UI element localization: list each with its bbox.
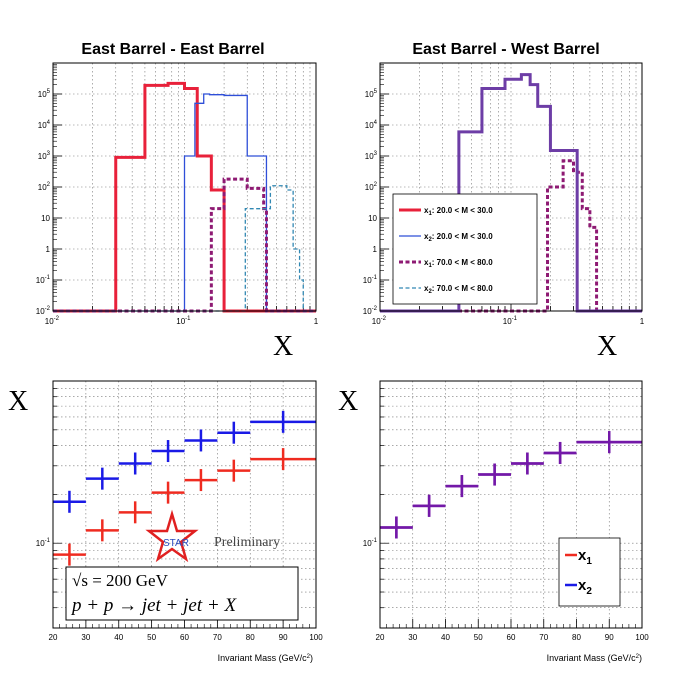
x-tick-label: 10-1 bbox=[176, 316, 191, 326]
y-tick-label: 105 bbox=[365, 89, 378, 99]
legend-entry-label: x2: 70.0 < M < 80.0 bbox=[424, 284, 493, 295]
y-axis-symbol-bottom-left: X bbox=[8, 386, 28, 417]
y-tick-label: 102 bbox=[365, 182, 378, 192]
x-tick-label: 20 bbox=[49, 633, 58, 642]
y-tick-label: 1 bbox=[46, 245, 51, 254]
legend-entry-label: x2 bbox=[578, 577, 592, 597]
x-tick-label: 60 bbox=[507, 633, 516, 642]
y-tick-label: 10-1 bbox=[363, 538, 378, 548]
plot-title-east-west: East Barrel - West Barrel bbox=[412, 41, 599, 58]
x-tick-label: 10-2 bbox=[45, 316, 60, 326]
panel-east-east-histogram: 10-2 10-1 1 10 102 103 104 105 10-2 10-1 1 bbox=[36, 62, 319, 326]
collision-info-box: √s = 200 GeV p + p → jet + jet + X bbox=[65, 566, 299, 621]
x-tick-label: 80 bbox=[572, 633, 581, 642]
legend-entry-label: x1: 70.0 < M < 80.0 bbox=[424, 258, 493, 269]
star-logo-icon bbox=[145, 509, 199, 563]
legend-entry-label: x2: 20.0 < M < 30.0 bbox=[424, 232, 493, 243]
y-tick-label: 104 bbox=[365, 120, 378, 130]
x-axis-symbol-top-right: X bbox=[597, 331, 617, 362]
panel-east-west-mean-x: 10-1 20 30 40 50 60 70 80 90 100 x1 x2 bbox=[363, 380, 649, 642]
scatter-series-x2 bbox=[53, 410, 316, 513]
plot-frame bbox=[379, 380, 643, 629]
y-tick-label: 10 bbox=[41, 214, 50, 223]
legend: x1: 20.0 < M < 30.0 x2: 20.0 < M < 30.0 x1… bbox=[392, 193, 538, 305]
x-tick-label: 50 bbox=[147, 633, 156, 642]
x-tick-label: 30 bbox=[408, 633, 417, 642]
x-tick-label: 1 bbox=[314, 317, 319, 326]
histogram-series-2 bbox=[380, 73, 642, 313]
x-axis-label-bottom-right: Invariant Mass (GeV/c2) bbox=[547, 653, 642, 663]
x-tick-label: 40 bbox=[441, 633, 450, 642]
x-tick-label: 1 bbox=[640, 317, 645, 326]
legend-entry-label: x1 bbox=[578, 547, 592, 567]
histogram-series-2 bbox=[53, 93, 316, 312]
star-logo-text: STAR bbox=[163, 538, 189, 549]
plot-frame bbox=[379, 62, 643, 312]
y-tick-label: 10-2 bbox=[363, 306, 378, 316]
y-tick-label: 10-1 bbox=[36, 538, 51, 548]
x-tick-label: 20 bbox=[376, 633, 385, 642]
x-tick-label: 10-2 bbox=[372, 316, 387, 326]
x-tick-label: 70 bbox=[213, 633, 222, 642]
legend-box bbox=[558, 537, 621, 607]
y-tick-label: 103 bbox=[365, 151, 378, 161]
x-tick-label: 70 bbox=[539, 633, 548, 642]
x-tick-label: 40 bbox=[114, 633, 123, 642]
legend-entry-label: x1: 20.0 < M < 30.0 bbox=[424, 206, 493, 217]
plot-frame bbox=[52, 62, 317, 312]
y-tick-label: 1 bbox=[373, 245, 378, 254]
histogram-series-4 bbox=[53, 185, 316, 312]
star-preliminary-logo: STAR Preliminary bbox=[145, 509, 280, 563]
x-tick-label: 100 bbox=[309, 633, 323, 642]
y-tick-label: 10-1 bbox=[36, 275, 51, 285]
y-tick-label: 104 bbox=[38, 120, 51, 130]
y-tick-label: 10-2 bbox=[36, 306, 51, 316]
scatter-series-x1 bbox=[53, 448, 316, 566]
x-tick-label: 60 bbox=[180, 633, 189, 642]
x-tick-label: 90 bbox=[279, 633, 288, 642]
x-tick-label: 80 bbox=[246, 633, 255, 642]
panel-east-west-histogram: 10-2 10-1 1 10 102 103 104 105 10-2 10-1 1 x1: 20.0… bbox=[363, 62, 645, 326]
plot-frame bbox=[52, 380, 317, 629]
x-tick-label: 100 bbox=[635, 633, 649, 642]
x-tick-label: 10-1 bbox=[503, 316, 518, 326]
histogram-series-1 bbox=[53, 81, 316, 313]
collision-energy: √s = 200 GeV bbox=[72, 571, 169, 590]
x-tick-label: 50 bbox=[474, 633, 483, 642]
x-axis-symbol-top-left: X bbox=[273, 331, 293, 362]
y-tick-label: 10 bbox=[368, 214, 377, 223]
preliminary-label: Preliminary bbox=[214, 535, 280, 550]
x-axis-label-bottom-left: Invariant Mass (GeV/c2) bbox=[218, 653, 313, 663]
reaction-formula: p + p → jet + jet + X bbox=[70, 595, 237, 616]
y-tick-label: 10-1 bbox=[363, 275, 378, 285]
y-tick-label: 105 bbox=[38, 89, 51, 99]
x-tick-label: 30 bbox=[81, 633, 90, 642]
histogram-series-3 bbox=[53, 177, 316, 313]
y-tick-label: 102 bbox=[38, 182, 51, 192]
scatter-series-x2 bbox=[380, 431, 642, 539]
legend: x1 x2 bbox=[558, 537, 621, 607]
y-tick-label: 103 bbox=[38, 151, 51, 161]
x-tick-label: 90 bbox=[605, 633, 614, 642]
plot-title-east-east: East Barrel - East Barrel bbox=[81, 41, 264, 58]
legend-box bbox=[392, 193, 538, 305]
y-axis-symbol-bottom-right: X bbox=[338, 386, 358, 417]
